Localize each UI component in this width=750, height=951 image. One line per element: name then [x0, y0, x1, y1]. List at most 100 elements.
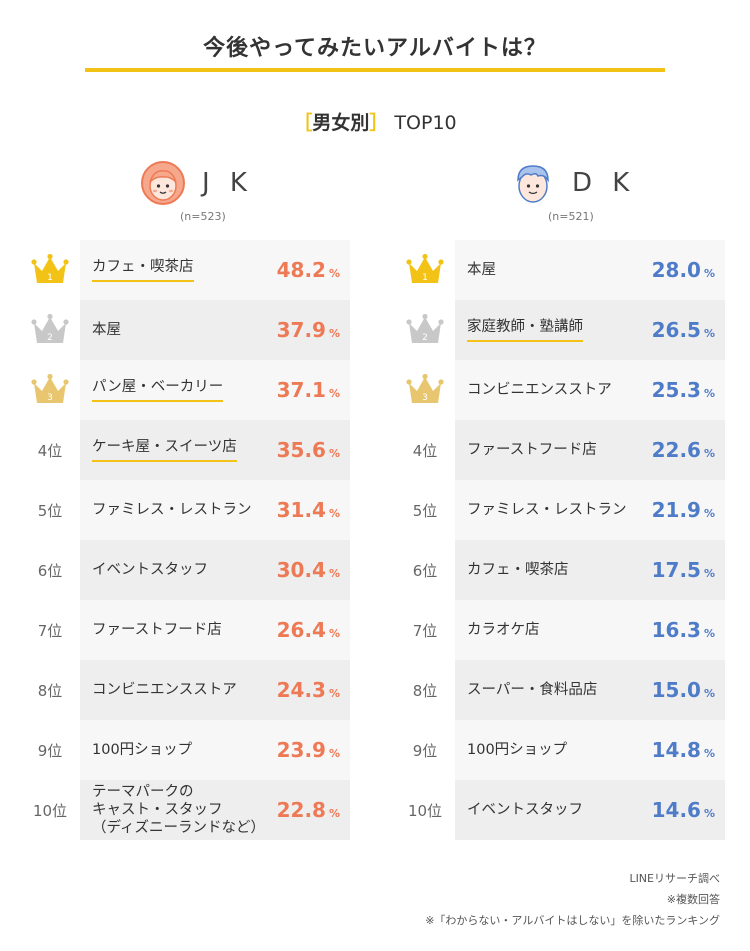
- percent-unit: %: [703, 326, 715, 340]
- multi-answer-note: ※複数回答: [666, 893, 720, 906]
- percent-value: 35.6%: [277, 420, 340, 480]
- row-cell: テーマパークの キャスト・スタッフ （ディズニーランドなど） 22.8%: [80, 780, 350, 840]
- dk-row-5: 5位 ファミレス・レストラン 21.9%: [375, 480, 745, 540]
- bronze-crown-icon: 3: [406, 373, 444, 403]
- job-label: 100円ショップ: [467, 741, 568, 758]
- jk-row-10: 10位 テーマパークの キャスト・スタッフ （ディズニーランドなど） 22.8%: [0, 780, 370, 840]
- row-cell: ファーストフード店 22.6%: [455, 420, 725, 480]
- job-label-box: 本屋: [92, 300, 272, 360]
- jk-table: 1 カフェ・喫茶店 48.2% 2 本屋 37.9% 3 パン屋・ベーカリー 37.1% 4位 ケー…: [0, 240, 370, 840]
- percent-unit: %: [703, 746, 715, 760]
- percent-value: 22.8%: [277, 780, 340, 840]
- row-cell: 100円ショップ 14.8%: [455, 720, 725, 780]
- value-number: 14.6: [651, 798, 701, 822]
- jk-row-2: 2 本屋 37.9%: [0, 300, 370, 360]
- row-cell: イベントスタッフ 14.6%: [455, 780, 725, 840]
- job-label-box: ファミレス・レストラン: [467, 480, 647, 540]
- job-label-box: 100円ショップ: [467, 720, 647, 780]
- value-number: 26.5: [651, 318, 701, 342]
- row-cell: 本屋 28.0%: [455, 240, 725, 300]
- percent-unit: %: [328, 746, 340, 760]
- jk-row-7: 7位 ファーストフード店 26.4%: [0, 600, 370, 660]
- value-number: 28.0: [651, 258, 701, 282]
- row-cell: スーパー・食料品店 15.0%: [455, 660, 725, 720]
- row-cell: 家庭教師・塾講師 26.5%: [455, 300, 725, 360]
- row-cell: 100円ショップ 23.9%: [80, 720, 350, 780]
- jk-row-8: 8位 コンビニエンスストア 24.3%: [0, 660, 370, 720]
- percent-value: 28.0%: [652, 240, 715, 300]
- job-label-box: イベントスタッフ: [467, 780, 647, 840]
- dk-table: 1 本屋 28.0% 2 家庭教師・塾講師 26.5% 3 コンビニエンスストア 25.3% 4位…: [375, 240, 745, 840]
- rank-label: 5位: [37, 501, 63, 520]
- percent-value: 14.8%: [652, 720, 715, 780]
- job-label-box: カフェ・喫茶店: [467, 540, 647, 600]
- job-label-box: ファミレス・レストラン: [92, 480, 272, 540]
- job-label-box: イベントスタッフ: [92, 540, 272, 600]
- value-number: 31.4: [276, 498, 326, 522]
- value-number: 14.8: [651, 738, 701, 762]
- rank-label: 6位: [412, 561, 438, 580]
- rank-label: 4位: [37, 441, 63, 460]
- dk-row-8: 8位 スーパー・食料品店 15.0%: [375, 660, 745, 720]
- rank-label: 4位: [412, 441, 438, 460]
- percent-value: 24.3%: [277, 660, 340, 720]
- jk-name: J K: [202, 168, 253, 198]
- jk-row-4: 4位 ケーキ屋・スイーツ店 35.6%: [0, 420, 370, 480]
- job-label-box: コンビニエンスストア: [467, 360, 647, 420]
- job-label-box: カフェ・喫茶店: [92, 240, 272, 300]
- rank-label: 9位: [37, 741, 63, 760]
- percent-unit: %: [328, 386, 340, 400]
- dk-header: D K: [510, 160, 635, 206]
- exclusion-note: ※「わからない・アルバイトはしない」を除いたランキング: [425, 914, 720, 927]
- crown-rank-number: 1: [47, 273, 53, 283]
- source-note: LINEリサーチ調べ: [629, 872, 720, 885]
- job-label: ファーストフード店: [467, 441, 597, 458]
- percent-value: 48.2%: [277, 240, 340, 300]
- percent-unit: %: [328, 626, 340, 640]
- percent-value: 15.0%: [652, 660, 715, 720]
- job-label: カフェ・喫茶店: [467, 561, 569, 578]
- percent-value: 37.9%: [277, 300, 340, 360]
- rank-label: 8位: [37, 681, 63, 700]
- value-number: 23.9: [276, 738, 326, 762]
- percent-unit: %: [328, 326, 340, 340]
- job-label: スーパー・食料品店: [467, 681, 598, 698]
- value-number: 30.4: [276, 558, 326, 582]
- dk-row-6: 6位 カフェ・喫茶店 17.5%: [375, 540, 745, 600]
- jk-row-5: 5位 ファミレス・レストラン 31.4%: [0, 480, 370, 540]
- percent-unit: %: [328, 446, 340, 460]
- row-cell: ケーキ屋・スイーツ店 35.6%: [80, 420, 350, 480]
- percent-unit: %: [703, 566, 715, 580]
- percent-value: 30.4%: [277, 540, 340, 600]
- job-label: テーマパークの キャスト・スタッフ （ディズニーランドなど）: [92, 783, 265, 837]
- job-label-box: スーパー・食料品店: [467, 660, 647, 720]
- subtitle-rest: TOP10: [388, 112, 457, 134]
- row-cell: 本屋 37.9%: [80, 300, 350, 360]
- value-number: 21.9: [651, 498, 701, 522]
- subtitle-bracket-close: ］: [369, 112, 389, 134]
- percent-unit: %: [703, 626, 715, 640]
- row-cell: カフェ・喫茶店 17.5%: [455, 540, 725, 600]
- value-number: 25.3: [651, 378, 701, 402]
- rank-label: 6位: [37, 561, 63, 580]
- jk-header: J K: [140, 160, 253, 206]
- row-cell: ファミレス・レストラン 21.9%: [455, 480, 725, 540]
- job-label-box: テーマパークの キャスト・スタッフ （ディズニーランドなど）: [92, 780, 272, 840]
- crown-rank-number: 1: [422, 273, 428, 283]
- job-label: 100円ショップ: [92, 741, 193, 758]
- rank-label: 3: [395, 360, 455, 420]
- rank-label: 1: [20, 240, 80, 300]
- percent-unit: %: [328, 266, 340, 280]
- percent-value: 17.5%: [652, 540, 715, 600]
- dk-row-10: 10位 イベントスタッフ 14.6%: [375, 780, 745, 840]
- percent-unit: %: [328, 506, 340, 520]
- percent-unit: %: [703, 386, 715, 400]
- job-label: 本屋: [92, 321, 121, 338]
- row-cell: パン屋・ベーカリー 37.1%: [80, 360, 350, 420]
- row-cell: カフェ・喫茶店 48.2%: [80, 240, 350, 300]
- value-number: 24.3: [276, 678, 326, 702]
- subtitle: ［男女別］ TOP10: [0, 108, 750, 135]
- dk-row-1: 1 本屋 28.0%: [375, 240, 745, 300]
- job-label-box: 100円ショップ: [92, 720, 272, 780]
- page-title: 今後やってみたいアルバイトは？: [203, 36, 547, 61]
